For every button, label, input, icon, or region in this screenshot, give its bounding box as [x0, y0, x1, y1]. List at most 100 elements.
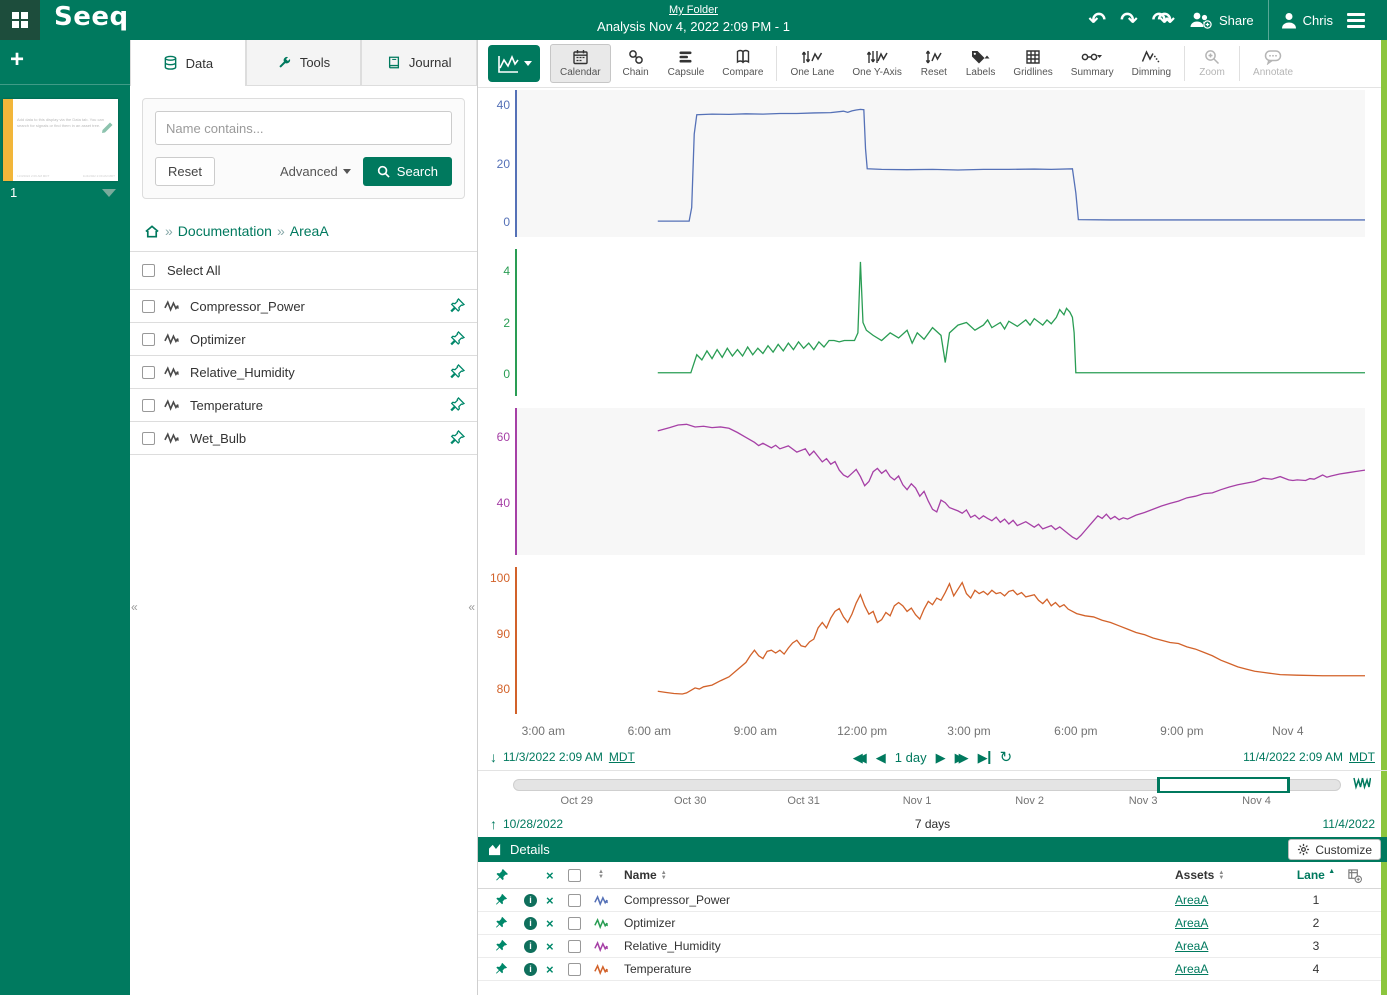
row-checkbox[interactable]: [568, 939, 581, 953]
row-checkbox[interactable]: [568, 916, 581, 930]
pin-icon[interactable]: [449, 364, 465, 380]
range-end-timezone-link[interactable]: MDT: [1349, 750, 1375, 764]
item-checkbox[interactable]: [142, 332, 155, 346]
details-row-temperature[interactable]: i × Temperature AreaA 4: [478, 958, 1387, 981]
step-to-end-icon[interactable]: ▶: [978, 750, 991, 764]
asset-link[interactable]: AreaA: [1175, 916, 1209, 930]
range-start-arrow-icon[interactable]: ↓: [490, 749, 497, 765]
signal-plot-relative-humidity[interactable]: [517, 408, 1365, 555]
chart-lane-relative-humidity[interactable]: 40 60: [478, 406, 1387, 565]
breadcrumb-areaa[interactable]: AreaA: [289, 223, 329, 239]
pin-column-icon[interactable]: [494, 868, 509, 883]
overview-selection[interactable]: [1156, 777, 1290, 793]
pin-icon[interactable]: [494, 893, 508, 907]
search-input[interactable]: [155, 111, 452, 145]
list-item-temperature[interactable]: Temperature: [130, 389, 477, 422]
remove-all-icon[interactable]: ×: [546, 867, 554, 883]
toolbar-button-one-y-axis[interactable]: One Y-Axis: [843, 40, 910, 87]
pin-icon[interactable]: [494, 962, 508, 976]
pin-icon[interactable]: [494, 916, 508, 930]
remove-icon[interactable]: ×: [546, 892, 554, 908]
pin-icon[interactable]: [494, 939, 508, 953]
investigate-start-arrow-icon[interactable]: ↑: [490, 816, 497, 832]
item-checkbox[interactable]: [142, 431, 155, 445]
range-end-value[interactable]: 11/4/2022 2:09 AM: [1243, 750, 1343, 764]
row-checkbox[interactable]: [568, 893, 581, 907]
view-mode-dropdown[interactable]: [488, 45, 540, 82]
collapse-panel-handle[interactable]: «: [131, 600, 138, 614]
toolbar-button-chain[interactable]: Chain: [613, 40, 659, 87]
selection-handle-right[interactable]: [1286, 777, 1290, 793]
redo-all-button[interactable]: ↷↷: [1151, 7, 1175, 32]
column-header-lane[interactable]: Lane: [1296, 868, 1325, 882]
add-column-icon[interactable]: [1347, 868, 1362, 883]
details-select-all-checkbox[interactable]: [568, 868, 581, 882]
advanced-toggle[interactable]: Advanced: [280, 164, 351, 179]
toolbar-button-annotate[interactable]: Annotate: [1244, 40, 1302, 87]
step-back-icon[interactable]: ◀: [875, 749, 886, 765]
pin-icon[interactable]: [449, 331, 465, 347]
selection-handle-left[interactable]: [1156, 777, 1160, 793]
auto-update-icon[interactable]: [1353, 776, 1371, 790]
investigate-start-value[interactable]: 10/28/2022: [503, 817, 564, 831]
range-duration[interactable]: 1 day: [894, 749, 927, 765]
item-checkbox[interactable]: [142, 299, 155, 313]
tab-tools[interactable]: Tools: [245, 40, 362, 86]
toolbar-button-reset[interactable]: Reset: [911, 40, 957, 87]
investigate-duration[interactable]: 7 days: [914, 817, 951, 831]
list-item-compressor-power[interactable]: Compressor_Power: [130, 290, 477, 323]
my-folder-link[interactable]: My Folder: [669, 4, 718, 16]
pin-icon[interactable]: [449, 298, 465, 314]
signal-plot-optimizer[interactable]: [517, 249, 1365, 396]
search-button[interactable]: Search: [362, 157, 452, 186]
chart-lane-temperature[interactable]: 80 90 100: [478, 565, 1387, 724]
toolbar-button-calendar[interactable]: Calendar: [550, 44, 611, 83]
tab-journal[interactable]: Journal: [361, 40, 478, 86]
remove-icon[interactable]: ×: [546, 938, 554, 954]
asset-link[interactable]: AreaA: [1175, 962, 1209, 976]
asset-link[interactable]: AreaA: [1175, 939, 1209, 953]
toolbar-button-compare[interactable]: Compare: [713, 40, 772, 87]
add-worksheet-button[interactable]: +: [10, 46, 25, 73]
chart-lane-optimizer[interactable]: 0 2 4: [478, 247, 1387, 406]
hamburger-menu-button[interactable]: [1347, 10, 1365, 31]
step-forward-icon[interactable]: ▶: [935, 749, 946, 765]
info-icon[interactable]: i: [524, 962, 537, 976]
signal-plot-temperature[interactable]: [517, 567, 1365, 714]
step-back-fast-icon[interactable]: ◀◀: [852, 749, 867, 765]
toolbar-button-zoom[interactable]: Zoom: [1189, 40, 1235, 87]
range-start-value[interactable]: 11/3/2022 2:09 AM: [503, 750, 603, 764]
item-checkbox[interactable]: [142, 398, 155, 412]
customize-button[interactable]: Customize: [1288, 839, 1381, 860]
details-row-optimizer[interactable]: i × Optimizer AreaA 2: [478, 912, 1387, 935]
asset-link[interactable]: AreaA: [1175, 893, 1209, 907]
toolbar-button-gridlines[interactable]: Gridlines: [1004, 40, 1061, 87]
remove-icon[interactable]: ×: [546, 915, 554, 931]
item-checkbox[interactable]: [142, 365, 155, 379]
toolbar-button-dimming[interactable]: Dimming: [1123, 40, 1180, 87]
sort-icon[interactable]: ▲ ▼: [660, 869, 667, 881]
undo-button[interactable]: ↶: [1088, 7, 1107, 32]
worksheet-thumbnail[interactable]: Add data to this display via the Data ta…: [3, 99, 118, 181]
range-start-timezone-link[interactable]: MDT: [608, 750, 635, 764]
info-icon[interactable]: i: [524, 939, 537, 953]
list-item-wet-bulb[interactable]: Wet_Bulb: [130, 422, 477, 455]
column-header-assets[interactable]: Assets: [1175, 868, 1215, 882]
list-item-optimizer[interactable]: Optimizer: [130, 323, 477, 356]
collapse-panel-handle[interactable]: «: [468, 600, 475, 614]
toolbar-button-one-lane[interactable]: One Lane: [781, 40, 843, 87]
user-menu[interactable]: Chris: [1281, 12, 1333, 29]
step-forward-fast-icon[interactable]: ▶▶: [954, 749, 969, 765]
column-header-name[interactable]: Name: [624, 868, 657, 882]
details-row-relative-humidity[interactable]: i × Relative_Humidity AreaA 3: [478, 935, 1387, 958]
toolbar-button-summary[interactable]: Summary: [1062, 40, 1123, 87]
sort-icon[interactable]: ▲ ▼: [1218, 869, 1225, 881]
details-row-compressor-power[interactable]: i × Compressor_Power AreaA 1: [478, 889, 1387, 912]
refresh-icon[interactable]: ↻: [999, 748, 1013, 766]
toolbar-button-labels[interactable]: Labels: [957, 40, 1004, 87]
select-all-checkbox[interactable]: [142, 264, 155, 277]
home-icon[interactable]: [144, 224, 160, 239]
sort-icon[interactable]: ▲ ▼: [598, 869, 604, 880]
share-button[interactable]: Share: [1189, 11, 1254, 29]
breadcrumb-documentation[interactable]: Documentation: [177, 223, 272, 239]
